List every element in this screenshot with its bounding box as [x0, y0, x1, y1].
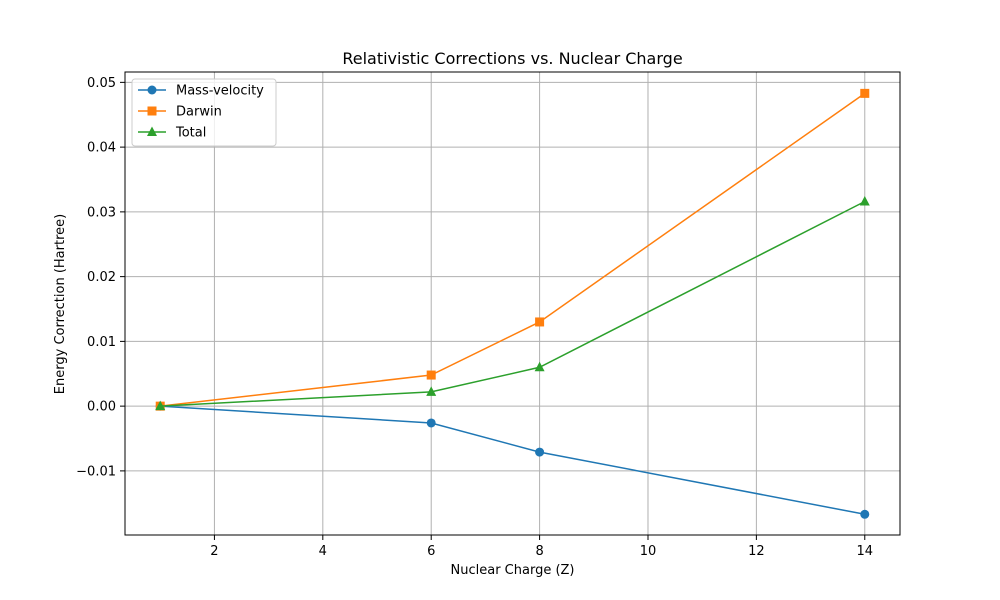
- grid: [125, 72, 900, 535]
- data-point-darwin: [535, 317, 545, 327]
- y-tick-label: 0.02: [87, 270, 116, 285]
- legend-marker-darwin: [147, 106, 157, 116]
- y-tick-label: −0.01: [76, 464, 116, 479]
- series-layer: [155, 88, 870, 519]
- data-point-mass-velocity: [535, 447, 545, 457]
- legend-label-darwin: Darwin: [176, 105, 222, 120]
- x-tick-label: 14: [856, 544, 873, 559]
- data-point-mass-velocity: [426, 418, 436, 428]
- data-point-darwin: [860, 88, 870, 98]
- x-tick-label: 4: [319, 544, 327, 559]
- x-tick-label: 8: [535, 544, 543, 559]
- series-line-total: [160, 200, 866, 407]
- data-point-darwin: [426, 370, 436, 380]
- series-total: [155, 196, 870, 411]
- legend-label-total: Total: [175, 126, 206, 141]
- series-line-mass-velocity: [160, 405, 865, 516]
- y-tick-label: 0.04: [87, 141, 116, 156]
- data-point-total: [859, 196, 870, 206]
- x-tick-label: 6: [427, 544, 435, 559]
- series-line-darwin: [160, 92, 866, 407]
- y-tick-label: 0.01: [87, 335, 116, 350]
- legend-label-mass-velocity: Mass-velocity: [176, 84, 264, 99]
- data-point-total: [426, 386, 437, 396]
- axis-ticks: 2 4 6 8 10 12 14 −0.01 0.00 0.01 0.02 0.03 0.04 0.05: [76, 76, 873, 559]
- legend-marker-mass-velocity: [147, 85, 157, 95]
- chart-title: Relativistic Corrections vs. Nuclear Cha…: [342, 49, 682, 68]
- x-tick-label: 10: [640, 544, 657, 559]
- y-axis-label: Energy Correction (Hartree): [53, 214, 68, 394]
- y-tick-label: 0.03: [87, 205, 116, 220]
- legend-box: [131, 78, 277, 147]
- x-tick-label: 12: [748, 544, 765, 559]
- plot-area: [124, 71, 901, 536]
- x-tick-label: 2: [210, 544, 218, 559]
- legend: Mass-velocity Darwin Total: [131, 78, 277, 147]
- y-tick-label: 0.00: [87, 400, 116, 415]
- y-tick-label: 0.05: [87, 76, 116, 91]
- data-point-mass-velocity: [860, 509, 870, 519]
- data-point-total: [534, 361, 545, 372]
- x-axis-label: Nuclear Charge (Z): [451, 563, 575, 578]
- data-point-total: [155, 400, 166, 411]
- legend-marker-total: [147, 126, 157, 136]
